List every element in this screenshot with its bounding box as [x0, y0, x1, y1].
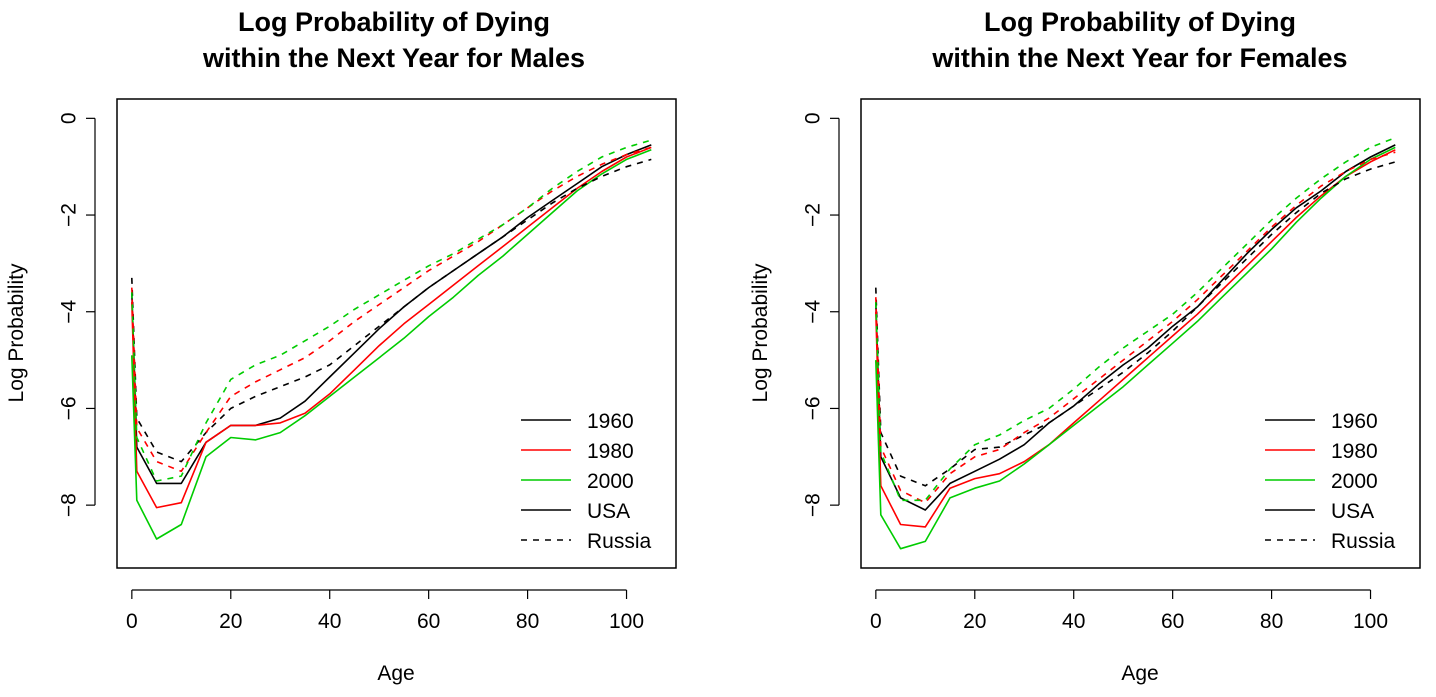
y-tick-label: −2	[58, 203, 81, 227]
y-tick-label: −6	[802, 396, 825, 420]
legend: 1960 1980 2000 USA Russia	[521, 410, 652, 553]
series-line-usa-2000	[131, 149, 652, 540]
legend-label-russia: Russia	[587, 530, 652, 553]
series-lines	[131, 139, 652, 540]
legend-label-russia: Russia	[1331, 530, 1396, 553]
y-tick-label: −4	[58, 299, 81, 323]
chart-males: Log Probability of Dying within the Next…	[5, 7, 677, 685]
chart-title-line-2: within the Next Year for Males	[202, 43, 585, 73]
y-tick-label: −2	[802, 203, 825, 227]
series-line-usa-1960	[131, 144, 652, 485]
x-tick-label: 80	[516, 610, 539, 633]
x-tick-label: 0	[126, 610, 138, 633]
series-line-usa-1960	[875, 144, 1396, 511]
x-tick-label: 40	[318, 610, 341, 633]
x-tick-label: 80	[1260, 610, 1283, 633]
series-line-russia-1960	[131, 158, 652, 463]
plot-frame	[860, 98, 1421, 569]
chart-title-line-1: Log Probability of Dying	[984, 7, 1296, 37]
series-line-usa-1980	[875, 149, 1396, 528]
x-tick-label: 40	[1062, 610, 1085, 633]
series-lines	[875, 136, 1396, 550]
y-tick-label: −8	[58, 493, 81, 517]
x-tick-label: 60	[1161, 610, 1184, 633]
legend-label-2000: 2000	[1331, 470, 1378, 493]
x-tick-label: 100	[1353, 610, 1388, 633]
chart-females: Log Probability of Dying within the Next…	[749, 7, 1421, 685]
x-ticks: 0 20 40 60 80 100	[870, 590, 1388, 633]
y-ticks: 0 −2 −4 −6 −8	[57, 112, 95, 517]
series-line-russia-1960	[875, 161, 1396, 487]
legend-label-1960: 1960	[1331, 410, 1378, 433]
legend-label-1960: 1960	[587, 410, 634, 433]
x-axis-label: Age	[1121, 662, 1158, 685]
legend-label-1980: 1980	[1331, 440, 1378, 463]
x-tick-label: 20	[219, 610, 242, 633]
x-tick-label: 20	[963, 610, 986, 633]
series-line-russia-2000	[131, 139, 652, 482]
x-tick-label: 60	[417, 610, 440, 633]
chart-title-line-1: Log Probability of Dying	[238, 7, 550, 37]
y-tick-label: −6	[58, 396, 81, 420]
y-tick-label: 0	[802, 112, 825, 124]
y-tick-label: 0	[57, 112, 80, 124]
chart-title-line-2: within the Next Year for Females	[931, 43, 1347, 73]
y-ticks: 0 −2 −4 −6 −8	[802, 112, 839, 517]
y-tick-label: −4	[802, 299, 825, 323]
legend-label-usa: USA	[587, 500, 630, 523]
x-tick-label: 0	[870, 610, 882, 633]
legend-label-usa: USA	[1331, 500, 1374, 523]
legend-label-1980: 1980	[587, 440, 634, 463]
y-axis-label: Log Probability	[749, 263, 772, 402]
plot-frame	[116, 98, 677, 569]
x-tick-label: 100	[609, 610, 644, 633]
legend: 1960 1980 2000 USA Russia	[1265, 410, 1396, 553]
series-line-usa-1980	[131, 146, 652, 509]
y-axis-label: Log Probability	[5, 263, 28, 402]
legend-label-2000: 2000	[587, 470, 634, 493]
y-tick-label: −8	[802, 493, 825, 517]
series-line-usa-2000	[875, 146, 1396, 550]
x-axis-label: Age	[377, 662, 414, 685]
series-line-russia-1980	[131, 146, 652, 473]
series-line-russia-2000	[875, 136, 1396, 502]
x-ticks: 0 20 40 60 80 100	[126, 590, 644, 633]
series-line-russia-1980	[875, 151, 1396, 504]
